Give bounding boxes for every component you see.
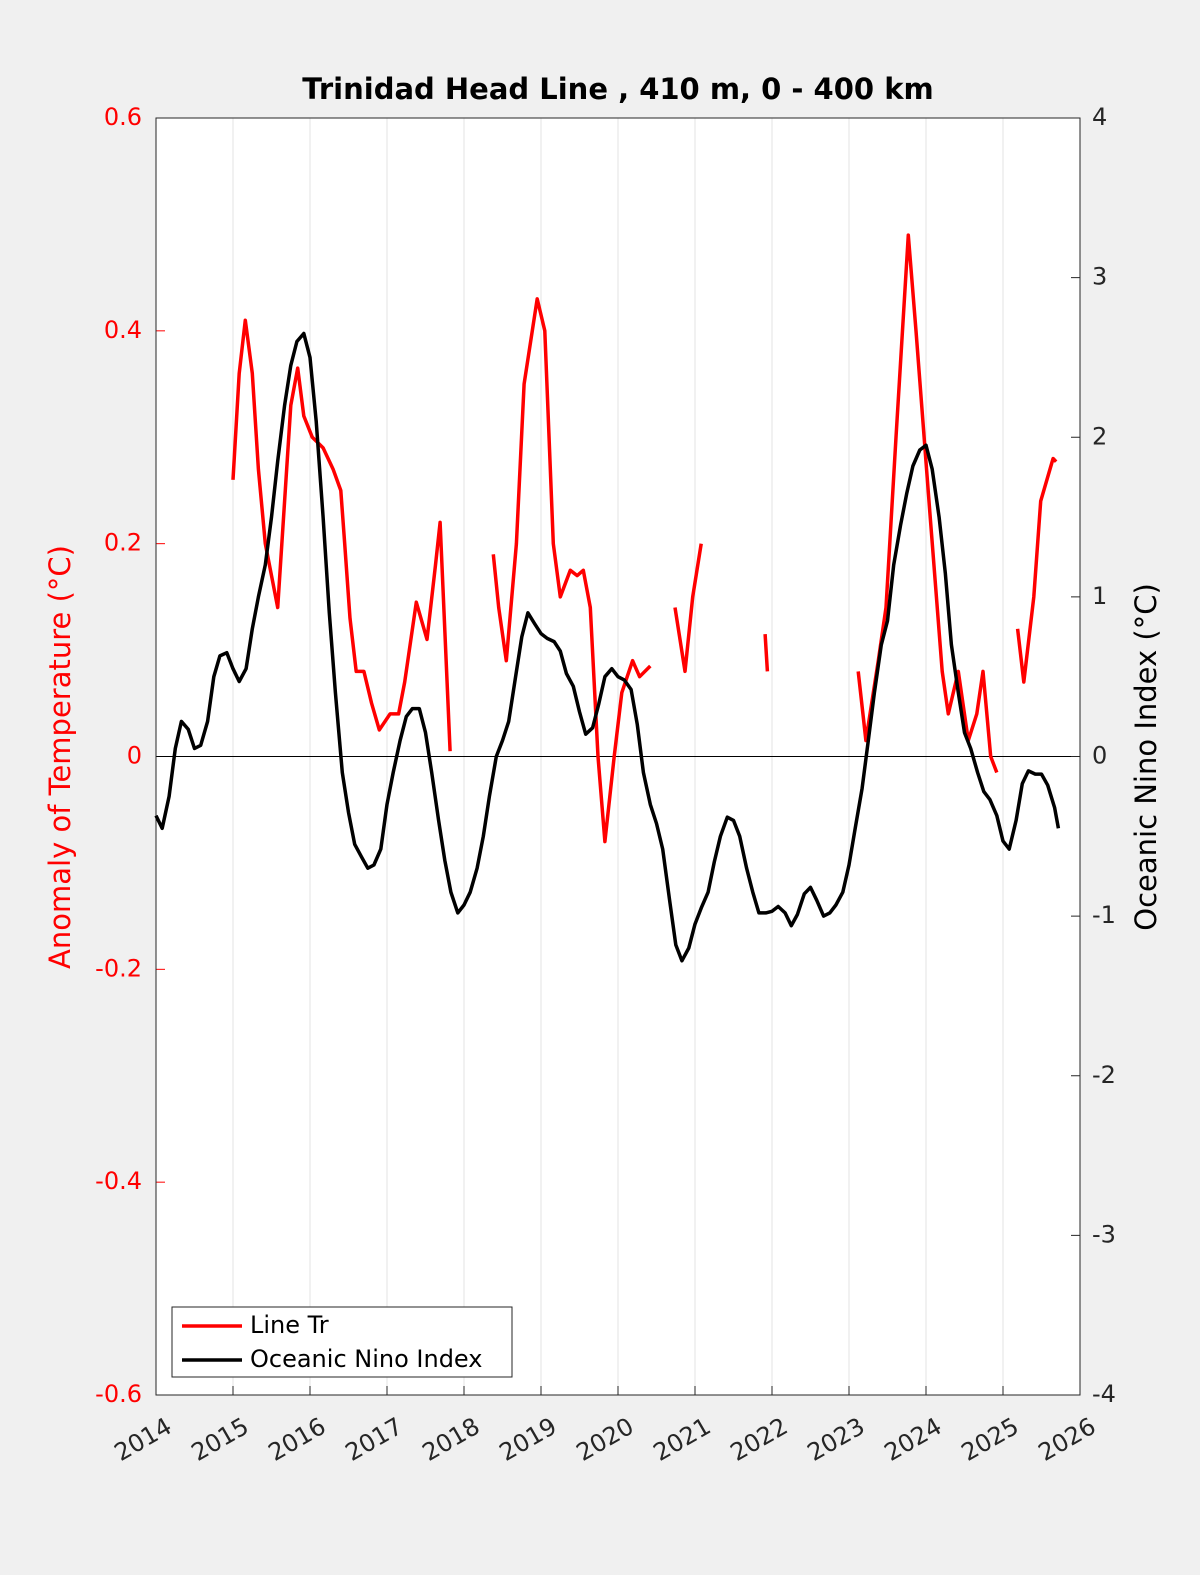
x-tick-label: 2026 <box>1034 1412 1101 1467</box>
x-tick-label: 2025 <box>957 1412 1024 1467</box>
legend-box <box>171 1306 513 1378</box>
y-tick-label: 0 <box>127 742 142 770</box>
x-tick-label: 2018 <box>418 1412 485 1467</box>
y-tick-label: 0.2 <box>104 529 142 557</box>
x-tick-label: 2019 <box>495 1412 562 1467</box>
legend-label: Line Tr <box>250 1311 329 1339</box>
y2-tick-label: -3 <box>1092 1220 1116 1248</box>
x-tick-label: 2014 <box>110 1412 177 1467</box>
y-tick-label: 0.4 <box>104 316 142 344</box>
x-tick-label: 2021 <box>649 1412 716 1467</box>
y2-tick-label: -2 <box>1092 1061 1116 1089</box>
y-tick-label: -0.4 <box>95 1167 142 1195</box>
data-line <box>154 331 1061 963</box>
y2-tick-label: -4 <box>1092 1380 1116 1408</box>
x-tick-label: 2017 <box>341 1412 408 1467</box>
plot-frame <box>155 117 1081 1396</box>
y2-tick-label: 4 <box>1092 103 1107 131</box>
y2-tick-label: -1 <box>1092 901 1116 929</box>
x-tick-label: 2020 <box>572 1412 639 1467</box>
data-line <box>231 233 1058 844</box>
x-tick-label: 2015 <box>187 1412 254 1467</box>
y2-tick-label: 2 <box>1092 422 1107 450</box>
y-axis-label: Anomaly of Temperature (°C) <box>43 545 77 969</box>
x-tick-label: 2022 <box>726 1412 793 1467</box>
y-tick-label: -0.2 <box>95 954 142 982</box>
y-tick-label: 0.6 <box>104 103 142 131</box>
y2-axis-label: Oceanic Nino Index (°C) <box>1129 583 1163 931</box>
y2-tick-label: 0 <box>1092 742 1107 770</box>
legend-label: Oceanic Nino Index <box>250 1345 482 1373</box>
x-tick-label: 2024 <box>880 1412 947 1467</box>
y2-tick-label: 3 <box>1092 263 1107 291</box>
x-tick-label: 2023 <box>803 1412 870 1467</box>
y2-tick-label: 1 <box>1092 582 1107 610</box>
chart-title: Trinidad Head Line , 410 m, 0 - 400 km <box>302 72 933 106</box>
x-tick-label: 2016 <box>264 1412 331 1467</box>
y-tick-label: -0.6 <box>95 1380 142 1408</box>
